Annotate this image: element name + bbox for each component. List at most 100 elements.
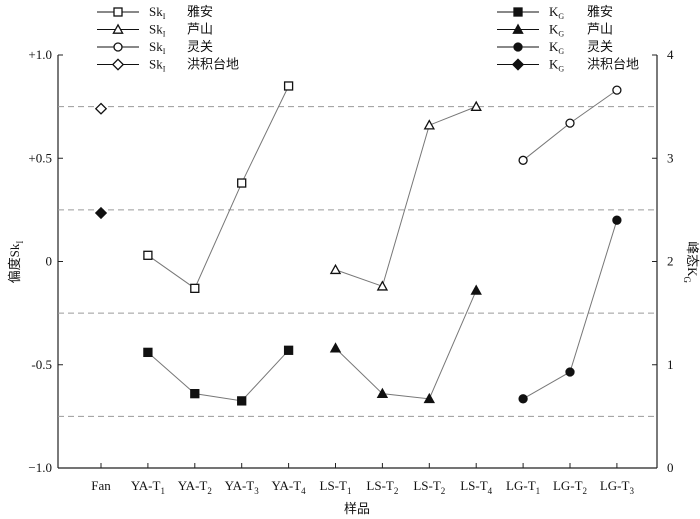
- legend-symbol-main: K: [549, 22, 559, 37]
- legend-symbol: KG: [549, 22, 564, 39]
- data-point: [190, 389, 200, 399]
- right-tick-label: 2: [667, 254, 674, 269]
- legend-symbol: SkI: [149, 57, 166, 74]
- legend-marker: [113, 42, 123, 52]
- legend-label: 灵关: [587, 39, 613, 54]
- series: [518, 85, 622, 165]
- data-point: [94, 206, 108, 220]
- data-point: [237, 178, 247, 188]
- right-tick-label: 3: [667, 150, 674, 165]
- legend-marker: [513, 7, 523, 17]
- x-tick-label-sub: 1: [536, 486, 541, 496]
- data-point: [143, 347, 153, 358]
- x-tick-label-sub: 3: [629, 486, 634, 496]
- right-tick-label: 4: [667, 47, 674, 62]
- x-tick-label-sub: 1: [160, 486, 165, 496]
- x-tick-label-sub: 2: [207, 486, 212, 496]
- legend-marker: [513, 42, 523, 52]
- x-tick-label: LS-T1: [320, 478, 352, 496]
- legend-symbol-main: Sk: [149, 22, 163, 37]
- x-tick-label: YA-T4: [272, 478, 307, 496]
- x-tick-label-main: LG-T: [600, 478, 630, 493]
- x-tick-label-main: LS-T: [366, 478, 394, 493]
- data-point: [612, 215, 622, 225]
- legend-symbol: KG: [549, 4, 564, 21]
- left-tick-label: -0.5: [31, 357, 52, 372]
- x-tick-label-main: YA-T: [131, 478, 161, 493]
- data-point: [470, 284, 482, 295]
- x-tick-label-sub: 2: [441, 486, 446, 496]
- x-tick-label: YA-T2: [178, 478, 212, 496]
- x-tick-label: LS-T2: [366, 478, 398, 496]
- x-tick-label-sub: 3: [254, 486, 259, 496]
- series: [94, 206, 108, 220]
- data-point: [329, 263, 342, 275]
- legend-label: 洪积台地: [187, 57, 239, 72]
- legend-marker: [512, 23, 524, 34]
- legend-symbol: SkI: [149, 22, 166, 39]
- legend-symbol-main: Sk: [149, 57, 163, 72]
- left-axis-title: 偏度SkI: [7, 241, 25, 284]
- data-point: [423, 119, 436, 130]
- legend-label: 雅安: [587, 4, 613, 19]
- legend-label: 洪积台地: [587, 57, 639, 72]
- legend-symbol-sub: G: [558, 12, 564, 21]
- x-tick-label-main: LS-T: [460, 478, 488, 493]
- right-tick-label: 1: [667, 357, 674, 372]
- data-point: [470, 100, 482, 111]
- series-line: [147, 85, 290, 290]
- x-tick-label: YA-T1: [131, 478, 165, 496]
- series: [143, 81, 294, 293]
- legend-symbol: KG: [549, 57, 564, 74]
- legend-label: 灵关: [187, 39, 213, 54]
- left-axis-title-sub: I: [15, 241, 25, 244]
- legend-marker: [511, 58, 525, 71]
- x-tick-label-sub: 2: [394, 486, 399, 496]
- x-tick-label-sub: 4: [488, 486, 493, 496]
- x-tick-label-sub: 1: [347, 486, 352, 496]
- axes: [57, 55, 658, 469]
- right-axis-title-sub: G: [682, 276, 692, 283]
- data-point: [94, 102, 108, 115]
- series: [518, 215, 622, 404]
- data-point: [376, 280, 389, 291]
- x-tick-label: LS-T2: [413, 478, 445, 496]
- legend-symbol-main: Sk: [149, 4, 163, 19]
- x-tick-label: YA-T3: [225, 478, 260, 496]
- legend-symbol-main: Sk: [149, 39, 163, 54]
- data-point: [376, 387, 389, 398]
- data-point: [565, 367, 575, 377]
- series: [94, 102, 108, 115]
- x-tick-label-main: LG-T: [553, 478, 583, 493]
- legend-label: 芦山: [187, 22, 213, 37]
- data-point: [283, 81, 294, 91]
- legend-label: 雅安: [187, 4, 213, 19]
- x-tick-label-main: LS-T: [320, 478, 348, 493]
- legend-symbol-sub: G: [558, 30, 564, 39]
- x-axis-title: 样品: [344, 501, 370, 516]
- x-tick-label-main: YA-T: [178, 478, 208, 493]
- x-tick-label-main: Fan: [91, 478, 111, 493]
- right-tick-label: 0: [667, 460, 674, 475]
- x-tick-label: LG-T2: [553, 478, 587, 496]
- legend-symbol-main: K: [549, 57, 559, 72]
- x-tick-label: LS-T4: [460, 478, 492, 496]
- x-tick-label-main: LG-T: [506, 478, 536, 493]
- series-line: [335, 290, 477, 400]
- legend-marker: [113, 7, 123, 17]
- right-axis-title-main: 峰态K: [685, 241, 700, 277]
- legend-symbol: SkI: [149, 39, 166, 56]
- x-tick-label-sub: 2: [583, 486, 588, 496]
- right-axis-title: 峰态KG: [682, 241, 700, 283]
- x-tick-label: LG-T3: [600, 478, 635, 496]
- left-tick-label: +0.5: [28, 150, 52, 165]
- legend-symbol-sub: I: [163, 47, 166, 56]
- series-line: [335, 106, 477, 287]
- legend-marker: [111, 58, 125, 71]
- data-point: [329, 342, 342, 353]
- data-point: [612, 85, 622, 95]
- x-tick-label: LG-T1: [506, 478, 540, 496]
